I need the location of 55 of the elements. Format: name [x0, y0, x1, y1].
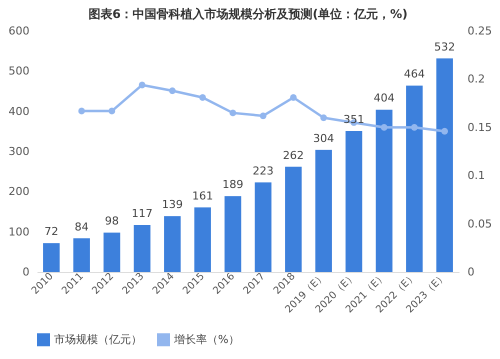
data-label: 139	[162, 198, 183, 212]
point	[108, 108, 116, 114]
data-label: 532	[434, 40, 456, 54]
data-label: 161	[192, 189, 214, 202]
point	[199, 94, 206, 101]
y2-tick-label: 0.25	[468, 24, 492, 38]
data-label: 72	[44, 225, 58, 238]
y2-tick-label: 0.2	[468, 72, 485, 86]
y2-tick-label: 0.1	[468, 169, 485, 182]
data-label: 98	[104, 214, 119, 228]
bar	[194, 207, 211, 272]
y2-tick-label: 0.05	[468, 217, 492, 230]
bar	[436, 58, 453, 272]
point	[260, 112, 266, 120]
y-tick-label: 0	[22, 266, 30, 278]
data-label: 262	[282, 148, 304, 162]
bar	[315, 150, 332, 272]
y2-tick-label: 0	[468, 266, 474, 278]
y-tick-label: 300	[8, 145, 30, 158]
bar	[134, 225, 150, 272]
bar	[406, 86, 423, 272]
data-label: 404	[374, 92, 395, 105]
legend-label: 增长率（%）	[173, 332, 240, 346]
data-label: 223	[252, 164, 274, 178]
legend-label: 市场规模（亿元）	[54, 332, 142, 346]
bar	[346, 131, 362, 272]
point	[230, 110, 236, 116]
point	[138, 82, 146, 88]
bar	[224, 196, 242, 272]
data-label: 464	[404, 68, 425, 81]
y-tick-label: 200	[8, 185, 30, 198]
data-label: 304	[313, 132, 334, 145]
y2-tick-label: 0.15	[468, 120, 492, 134]
point	[380, 124, 388, 131]
data-label: 84	[74, 220, 89, 234]
bar	[43, 243, 60, 272]
bar	[285, 166, 302, 272]
point	[169, 87, 176, 94]
data-label: 117	[132, 207, 153, 220]
y-tick-label: 500	[8, 64, 30, 78]
bar	[164, 216, 181, 272]
point	[320, 114, 327, 122]
point	[411, 124, 418, 131]
bar	[73, 238, 90, 272]
point	[290, 94, 297, 101]
bar	[254, 182, 272, 272]
y-tick-label: 100	[8, 225, 30, 238]
point	[78, 108, 85, 114]
bar	[376, 110, 392, 272]
y-tick-label: 400	[8, 104, 30, 118]
point	[441, 128, 448, 135]
data-label: 189	[222, 178, 244, 192]
chart-title: 图表6：中国骨科植入市场规模分析及预测(单位：亿元，%)	[88, 7, 408, 21]
y-tick-label: 600	[8, 24, 30, 38]
bar	[104, 232, 120, 272]
